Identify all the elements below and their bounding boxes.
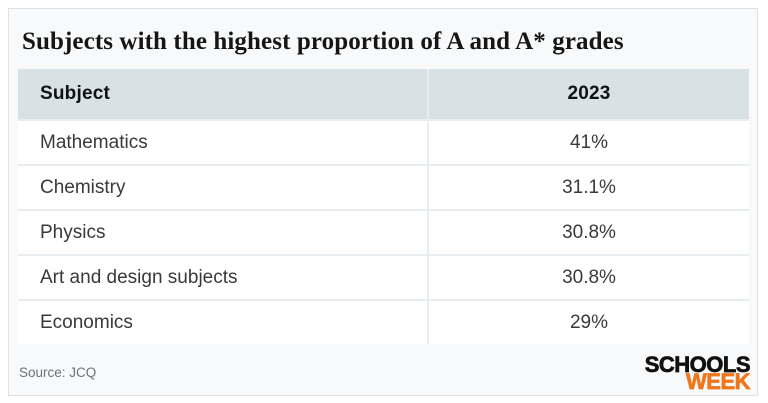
- table-cell-subject-art-and-design: Art and design subjects: [18, 256, 427, 299]
- column-header-subject: Subject: [18, 69, 427, 119]
- data-table: Subject 2023 Mathematics 41% Chemistry 3…: [18, 69, 749, 344]
- table-cell-value-chemistry: 31.1%: [429, 166, 749, 209]
- schools-week-logo: SCHOOLS WEEK: [644, 352, 751, 394]
- table-cell-subject-economics: Economics: [18, 301, 427, 344]
- column-header-2023: 2023: [429, 69, 749, 119]
- table-cell-value-art-and-design: 30.8%: [429, 256, 749, 299]
- footer: Source: JCQ SCHOOLS WEEK: [9, 343, 757, 395]
- logo-week-text: WEEK: [686, 369, 751, 394]
- table-cell-subject-physics: Physics: [18, 211, 427, 254]
- logo-schools-text: SCHOOLS: [644, 352, 751, 377]
- table-cell-subject-mathematics: Mathematics: [18, 121, 427, 164]
- table-cell-value-economics: 29%: [429, 301, 749, 344]
- table-cell-subject-chemistry: Chemistry: [18, 166, 427, 209]
- table-cell-value-mathematics: 41%: [429, 121, 749, 164]
- source-label: Source: JCQ: [19, 365, 97, 380]
- infographic-card: Subjects with the highest proportion of …: [8, 8, 758, 396]
- table-cell-value-physics: 30.8%: [429, 211, 749, 254]
- chart-title: Subjects with the highest proportion of …: [22, 28, 624, 55]
